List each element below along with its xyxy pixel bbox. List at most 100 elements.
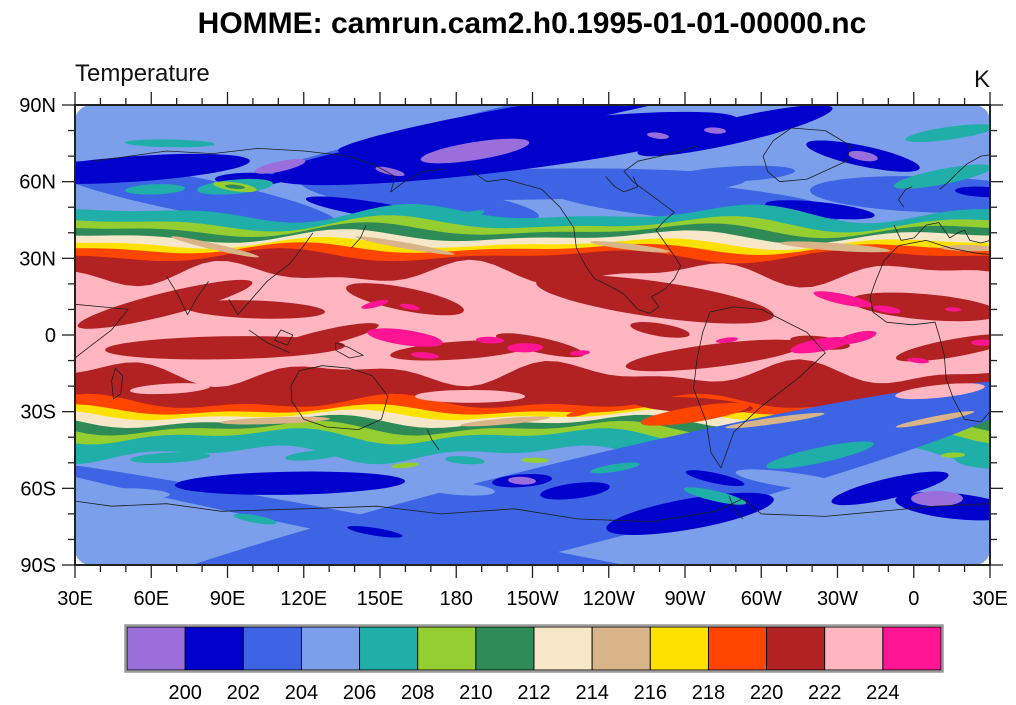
- contour-blob: [716, 337, 738, 343]
- contour-blob: [873, 305, 901, 314]
- contour-blob: [75, 381, 990, 565]
- coastline-path: [728, 495, 744, 520]
- contour-blob: [130, 452, 210, 464]
- contour-blob: [955, 456, 990, 469]
- plot-title: HOMME: camrun.cam2.h0.1995-01-01-00000.n…: [198, 7, 867, 40]
- contour-blob: [685, 470, 745, 487]
- contour-blob: [780, 241, 890, 253]
- field-label: Temperature: [75, 60, 210, 87]
- contour-blob: [907, 357, 929, 364]
- contour-blob: [837, 330, 877, 345]
- y-axis-tick-label: 30S: [20, 402, 56, 424]
- x-axis-tick-label: 150W: [506, 588, 558, 610]
- contour-blob: [765, 200, 875, 220]
- contour-blob: [125, 139, 215, 148]
- colorbar-cell: [417, 626, 477, 671]
- coastline-path: [111, 367, 123, 400]
- contour-blob: [355, 236, 455, 255]
- contour-blob: [411, 352, 439, 359]
- contour-blob: [285, 449, 345, 461]
- colorbar-tick-label: 224: [866, 682, 899, 704]
- contour-blob: [647, 132, 669, 139]
- colorbar-cell: [475, 626, 535, 671]
- contour-blob: [476, 336, 504, 344]
- coastline-path: [75, 303, 129, 359]
- contour-blob: [347, 525, 403, 538]
- x-axis-tick-label: 90E: [210, 588, 246, 610]
- y-axis-tick-label: 60S: [20, 478, 56, 500]
- contour-blob: [945, 307, 961, 312]
- contour-blob: [831, 471, 949, 506]
- contour-blob: [125, 184, 185, 195]
- colorbar-cell: [242, 626, 302, 671]
- colorbar-tick-label: 204: [285, 682, 318, 704]
- colorbar-cell: [184, 626, 244, 671]
- colorbar-cell: [300, 626, 361, 671]
- coastline-path: [228, 232, 314, 315]
- contour-blob: [445, 456, 485, 465]
- contour-blob: [415, 481, 495, 496]
- colorbar-tick-label: 222: [808, 682, 841, 704]
- x-axis-tick-label: 150E: [357, 588, 404, 610]
- x-axis-labels: 30E 60E 90E 120E 150E 180 150W 120W 90W 60W 30W 0 30…: [57, 588, 1008, 610]
- contour-blob: [337, 105, 713, 154]
- colorbar-tick-label: 220: [750, 682, 783, 704]
- x-axis-tick-label: 0: [908, 588, 919, 610]
- temperature-contour-field: [75, 105, 990, 565]
- y-axis-labels: 90N 60N 30N 0 30S 60S 90S: [19, 95, 56, 577]
- coastline-path: [898, 186, 913, 208]
- colorbar-tick-label: 216: [634, 682, 667, 704]
- contour-blob: [895, 411, 975, 428]
- x-axis-tick-label: 30W: [817, 588, 858, 610]
- contour-blob: [790, 337, 850, 354]
- contour-blob: [955, 186, 990, 198]
- contour-blob: [640, 402, 750, 426]
- coastline-path: [248, 329, 291, 354]
- contour-blob: [233, 513, 277, 525]
- contour-blob: [895, 383, 985, 400]
- colorbar-tick-label: 200: [168, 682, 201, 704]
- contour-blob: [507, 343, 543, 353]
- contour-blob: [171, 236, 259, 258]
- contour-blob: [905, 124, 990, 143]
- coastline-path: [274, 329, 294, 346]
- coastline-path: [762, 127, 852, 183]
- coastline-path: [75, 498, 990, 522]
- x-axis-tick-label: 180: [440, 588, 473, 610]
- colorbar-cell: [591, 626, 651, 671]
- contour-blob: [625, 339, 805, 372]
- contour-blob: [590, 241, 670, 253]
- contour-blob: [735, 469, 855, 492]
- colorbar-tick-label: 206: [343, 682, 376, 704]
- contour-blob: [346, 283, 464, 316]
- colorbar-tick-label: 210: [459, 682, 492, 704]
- colorbar-cell: [533, 626, 593, 671]
- contour-blob: [420, 138, 530, 164]
- contour-blob: [400, 303, 420, 311]
- coastline-path: [290, 365, 389, 430]
- coastline-path: [623, 145, 698, 314]
- colorbar-cell: [126, 626, 186, 671]
- colorbar-tick-label: 202: [227, 682, 260, 704]
- contour-blob: [566, 409, 594, 417]
- contour-blob: [508, 476, 536, 485]
- coastline-path: [939, 154, 990, 190]
- colorbar-cell: [882, 626, 942, 671]
- contour-blob: [460, 416, 550, 427]
- coastline-path: [93, 148, 446, 193]
- contour-blob: [220, 416, 330, 425]
- colorbar-tick-label: 212: [517, 682, 550, 704]
- x-axis-tick-label: 30E: [57, 588, 93, 610]
- contour-blob: [766, 441, 874, 469]
- contour-blob: [911, 490, 963, 507]
- contour-blob: [540, 482, 610, 500]
- coastline-path: [468, 168, 650, 314]
- colorbar-cell: [766, 626, 826, 671]
- contour-blob: [725, 412, 825, 429]
- coastline-path: [869, 240, 990, 297]
- contour-blob: [848, 150, 878, 162]
- x-axis-tick-label: 30E: [972, 588, 1008, 610]
- units-label: K: [974, 66, 990, 93]
